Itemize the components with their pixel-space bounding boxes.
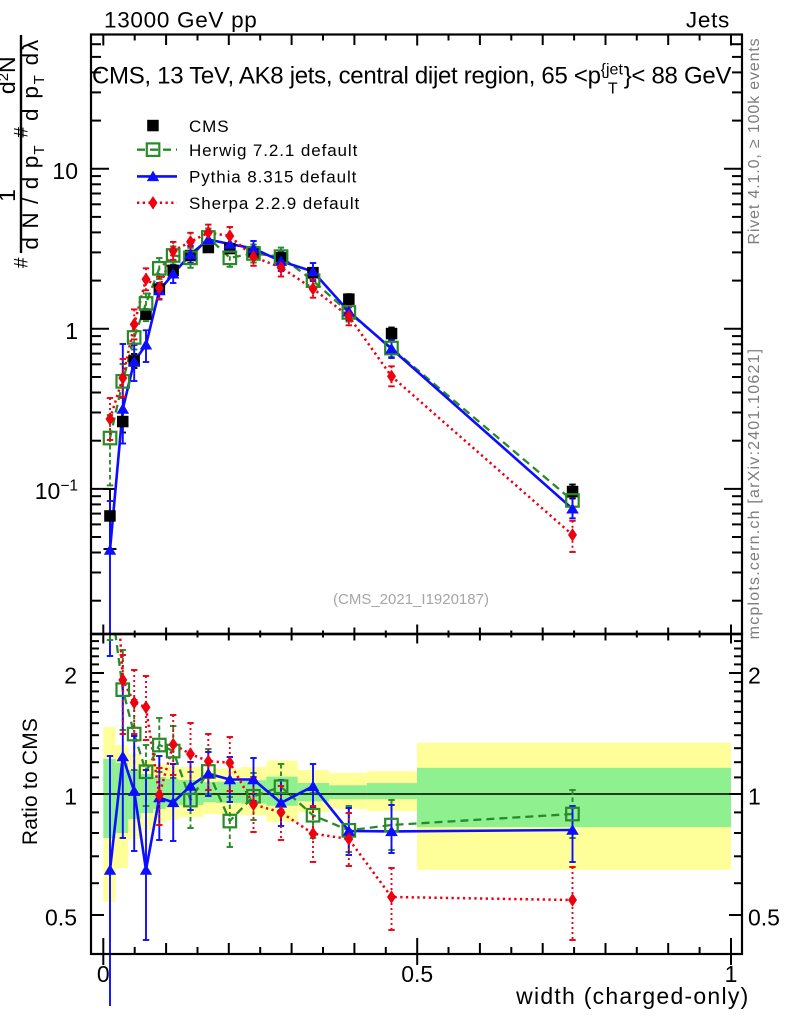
- svg-text:#: #: [11, 127, 32, 138]
- svg-text:0.5: 0.5: [401, 961, 433, 987]
- svg-text:Jets: Jets: [686, 7, 730, 32]
- svg-text:0.5: 0.5: [748, 904, 780, 930]
- svg-text:width (charged-only): width (charged-only): [515, 983, 749, 1009]
- svg-text:(CMS_2021_I1920187): (CMS_2021_I1920187): [333, 591, 489, 608]
- svg-text:1: 1: [725, 961, 738, 987]
- svg-text:Sherpa 2.2.9 default: Sherpa 2.2.9 default: [189, 194, 360, 213]
- svg-text:Pythia 8.315 default: Pythia 8.315 default: [189, 168, 357, 187]
- svg-text:1: 1: [0, 189, 20, 202]
- svg-text:CMS: CMS: [189, 117, 229, 136]
- svg-text:10: 10: [52, 158, 78, 184]
- svg-text:d2N: d2N: [0, 56, 20, 94]
- svg-text:Ratio to CMS: Ratio to CMS: [19, 718, 42, 845]
- svg-text:#: #: [11, 257, 32, 268]
- svg-text:1: 1: [64, 783, 77, 809]
- svg-text:0.5: 0.5: [45, 904, 77, 930]
- svg-text:13000 GeV pp: 13000 GeV pp: [104, 7, 258, 32]
- svg-text:Rivet 4.1.0, ≥ 100k events: Rivet 4.1.0, ≥ 100k events: [746, 38, 763, 245]
- svg-text:mcplots.cern.ch [arXiv:2401.10: mcplots.cern.ch [arXiv:2401.10621]: [746, 348, 763, 640]
- svg-text:2: 2: [64, 662, 77, 688]
- svg-text:1: 1: [748, 783, 761, 809]
- svg-text:0: 0: [97, 961, 110, 987]
- svg-text:2: 2: [748, 662, 761, 688]
- svg-text:Herwig 7.2.1 default: Herwig 7.2.1 default: [189, 141, 358, 160]
- svg-text:1: 1: [65, 318, 78, 344]
